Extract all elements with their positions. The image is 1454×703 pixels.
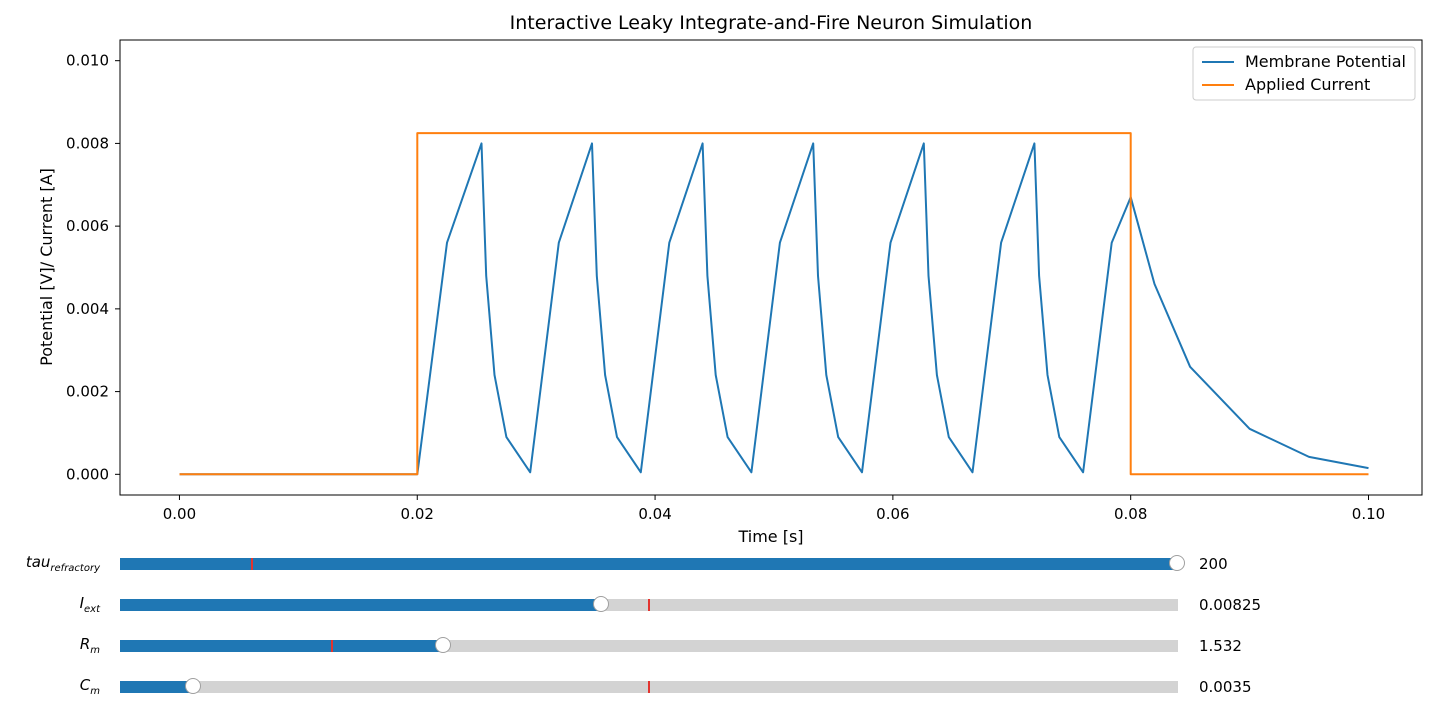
slider-label-c-m: Cm [79, 676, 100, 697]
plot-frame [119, 39, 1423, 496]
x-tick-label: 0.08 [1114, 505, 1147, 523]
slider-fill [120, 599, 603, 611]
y-ticks: 0.000 0.002 0.004 0.006 0.008 0.010 [66, 52, 120, 483]
slider-handle[interactable] [185, 678, 202, 694]
slider-fill [120, 681, 195, 693]
slider-value-tau-refractory: 200 [1199, 555, 1228, 573]
slider-tau-refractory[interactable] [120, 555, 1185, 571]
slider-fill [120, 558, 1178, 570]
y-tick-label: 0.010 [66, 52, 109, 70]
slider-value-r-m: 1.532 [1199, 637, 1242, 655]
slider-handle[interactable] [593, 596, 610, 612]
slider-label-r-m: Rm [79, 635, 100, 656]
x-tick-label: 0.10 [1352, 505, 1385, 523]
x-ticks: 0.00 0.02 0.04 0.06 0.08 0.10 [163, 495, 1385, 523]
slider-initial-marker [648, 681, 650, 693]
slider-i-ext[interactable] [120, 596, 1178, 612]
x-tick-label: 0.06 [876, 505, 909, 523]
y-tick-label: 0.006 [66, 217, 109, 235]
x-tick-label: 0.02 [401, 505, 434, 523]
legend-label-membrane-potential: Membrane Potential [1245, 52, 1406, 71]
slider-label-i-ext: Iext [79, 594, 100, 615]
y-tick-label: 0.004 [66, 300, 109, 318]
slider-handle[interactable] [1169, 555, 1185, 571]
slider-value-i-ext: 0.00825 [1199, 596, 1262, 614]
y-tick-label: 0.000 [66, 465, 109, 483]
slider-value-c-m: 0.0035 [1199, 678, 1252, 696]
plot-series [179, 132, 1369, 476]
slider-fill [120, 640, 444, 652]
legend: Membrane Potential Applied Current [1192, 46, 1416, 101]
x-axis-label: Time [s] [737, 527, 803, 546]
legend-box [1192, 46, 1416, 101]
series-line-applied-current [179, 132, 1369, 476]
y-axis-label: Potential [V]/ Current [A] [37, 168, 56, 366]
lif-chart: Interactive Leaky Integrate-and-Fire Neu… [37, 12, 1423, 546]
y-tick-label: 0.002 [66, 383, 109, 401]
slider-handle[interactable] [434, 637, 451, 653]
slider-initial-marker [648, 599, 650, 611]
x-tick-label: 0.00 [163, 505, 196, 523]
y-tick-label: 0.008 [66, 134, 109, 152]
chart-title: Interactive Leaky Integrate-and-Fire Neu… [510, 12, 1033, 34]
slider-initial-marker [330, 640, 333, 652]
x-tick-label: 0.04 [638, 505, 671, 523]
slider-c-m[interactable] [120, 678, 1178, 694]
legend-label-applied-current: Applied Current [1245, 75, 1370, 94]
slider-label-tau-refractory: taurefractory [25, 553, 100, 574]
slider-initial-marker [251, 558, 254, 570]
slider-r-m[interactable] [120, 637, 1178, 653]
series-line-membrane-potential [179, 142, 1369, 476]
